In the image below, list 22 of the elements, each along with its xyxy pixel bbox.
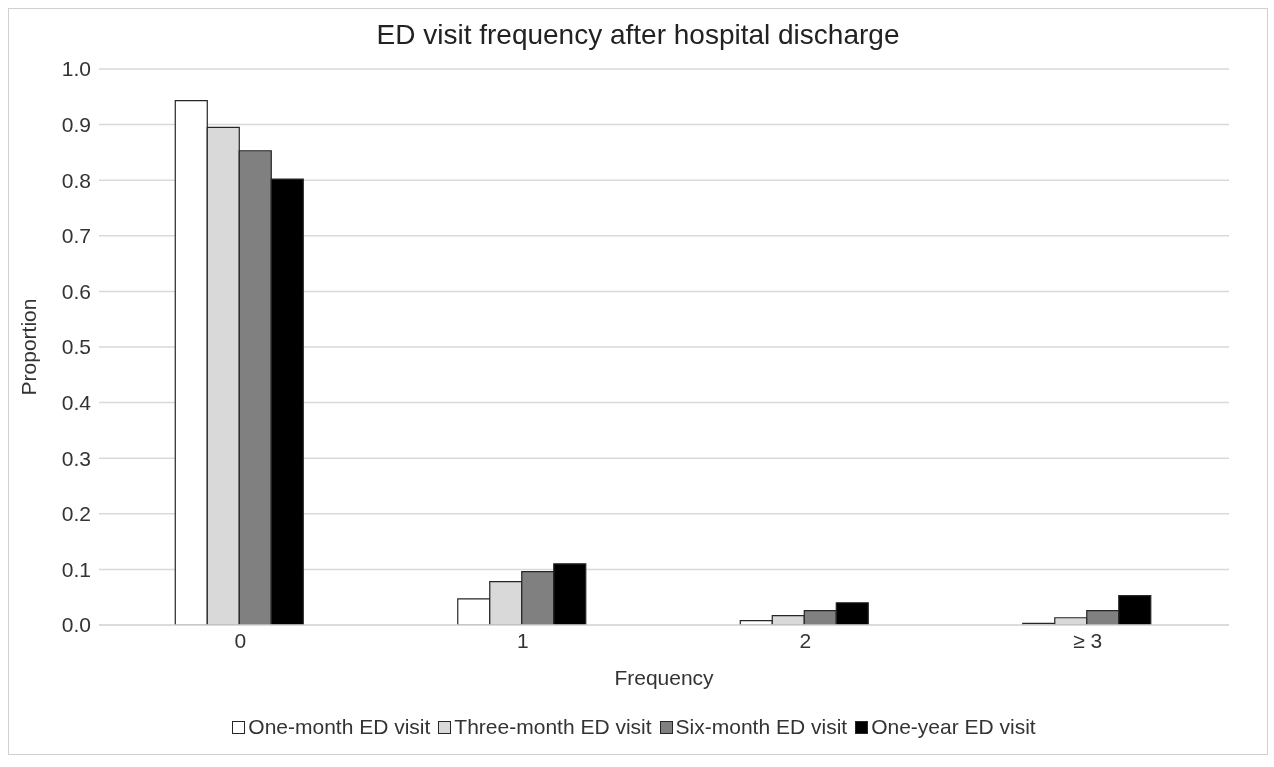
legend-label: One-month ED visit: [248, 715, 431, 739]
y-tick-label: 0.8: [61, 168, 91, 192]
x-axis-title: Frequency: [614, 666, 715, 689]
x-tick-label: 1: [516, 628, 529, 652]
chart-title: ED visit frequency after hospital discharge: [375, 19, 901, 52]
y-tick-label: 0.4: [61, 391, 92, 415]
y-tick-label: 0.6: [61, 279, 91, 303]
y-tick-label: 0.0: [61, 613, 91, 637]
legend-label: Three-month ED visit: [454, 715, 652, 739]
legend-label: Six-month ED visit: [675, 715, 848, 739]
y-tick-label: 0.1: [61, 557, 91, 581]
x-tick-label: 0: [234, 628, 247, 652]
y-tick-label: 1.0: [61, 57, 91, 81]
x-tick-label: 2: [799, 628, 812, 652]
y-tick-label: 0.2: [61, 502, 91, 526]
legend-label: One-year ED visit: [871, 715, 1036, 739]
y-tick-label: 0.3: [61, 446, 91, 470]
y-axis-title: Proportion: [17, 298, 41, 396]
y-tick-label: 0.9: [61, 113, 91, 137]
x-tick-label: ≥ 3: [1073, 628, 1103, 652]
y-tick-label: 0.7: [61, 224, 91, 248]
y-tick-label: 0.5: [61, 335, 91, 359]
